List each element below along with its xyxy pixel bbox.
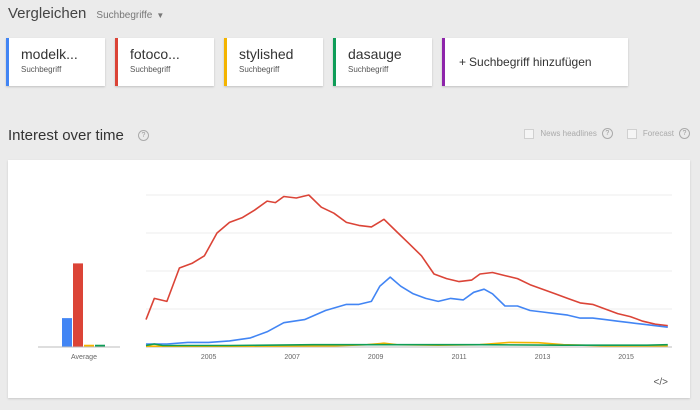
help-icon[interactable]: ? [137, 130, 149, 141]
term-type: Suchbegriff [348, 65, 389, 74]
term-name: dasauge [348, 46, 402, 62]
average-bar [84, 344, 94, 347]
interest-over-time-heading: Interest over time ? [8, 127, 149, 144]
forecast-label: Forecast [642, 129, 674, 138]
forecast-checkbox[interactable] [626, 128, 637, 139]
x-tick-label: 2013 [535, 354, 551, 361]
help-icon[interactable]: ? [601, 128, 613, 139]
forecast-toggle[interactable]: Forecast ? [626, 128, 690, 139]
x-tick-label: 2011 [452, 354, 467, 361]
news-headlines-toggle[interactable]: News headlines ? [524, 128, 613, 139]
term-type: Suchbegriff [130, 65, 171, 74]
x-tick-label: 2015 [618, 354, 634, 361]
news-headlines-label: News headlines [540, 129, 597, 138]
term-card-1[interactable]: modelk... Suchbegriff [6, 38, 105, 86]
term-card-2[interactable]: fotoco... Suchbegriff [115, 38, 214, 86]
compare-mode-label: Suchbegriffe [96, 10, 153, 21]
term-type: Suchbegriff [239, 65, 280, 74]
interest-chart: 2005 2007 2009 2011 2013 2015 Average [38, 194, 672, 361]
average-bar [95, 344, 105, 347]
chevron-down-icon: ▼ [156, 11, 165, 20]
term-card-4[interactable]: dasauge Suchbegriff [333, 38, 432, 86]
x-tick-label: 2005 [201, 354, 217, 361]
page-title: Vergleichen [8, 5, 87, 22]
average-bar [73, 263, 83, 347]
chart-options: News headlines ? Forecast ? [510, 128, 690, 139]
series-line [145, 194, 668, 327]
embed-code-icon[interactable]: </> [653, 377, 668, 388]
news-headlines-checkbox[interactable] [524, 128, 535, 139]
chart-panel: 2005 2007 2009 2011 2013 2015 Average </> [8, 160, 690, 398]
term-card-3[interactable]: stylished Suchbegriff [224, 38, 323, 86]
help-icon[interactable]: ? [679, 128, 690, 139]
term-name: fotoco... [130, 46, 180, 62]
term-name: modelk... [21, 46, 78, 62]
plus-icon: + [459, 55, 467, 69]
compare-mode-dropdown[interactable]: Suchbegriffe ▼ [96, 10, 164, 21]
compare-header: Vergleichen Suchbegriffe ▼ [8, 5, 164, 29]
x-tick-label: 2007 [284, 354, 300, 361]
average-bar [62, 318, 72, 347]
x-tick-label: 2009 [368, 354, 384, 361]
series-line [145, 343, 668, 347]
average-label: Average [71, 354, 97, 361]
section-title: Interest over time [8, 127, 124, 144]
term-name: stylished [239, 46, 294, 62]
series-line [146, 276, 668, 345]
add-term-button[interactable]: + Suchbegriff hinzufügen [442, 38, 628, 86]
add-term-label: Suchbegriff hinzufügen [469, 55, 592, 69]
term-type: Suchbegriff [21, 65, 62, 74]
search-terms-bar: modelk... Suchbegriff fotoco... Suchbegr… [6, 38, 628, 86]
